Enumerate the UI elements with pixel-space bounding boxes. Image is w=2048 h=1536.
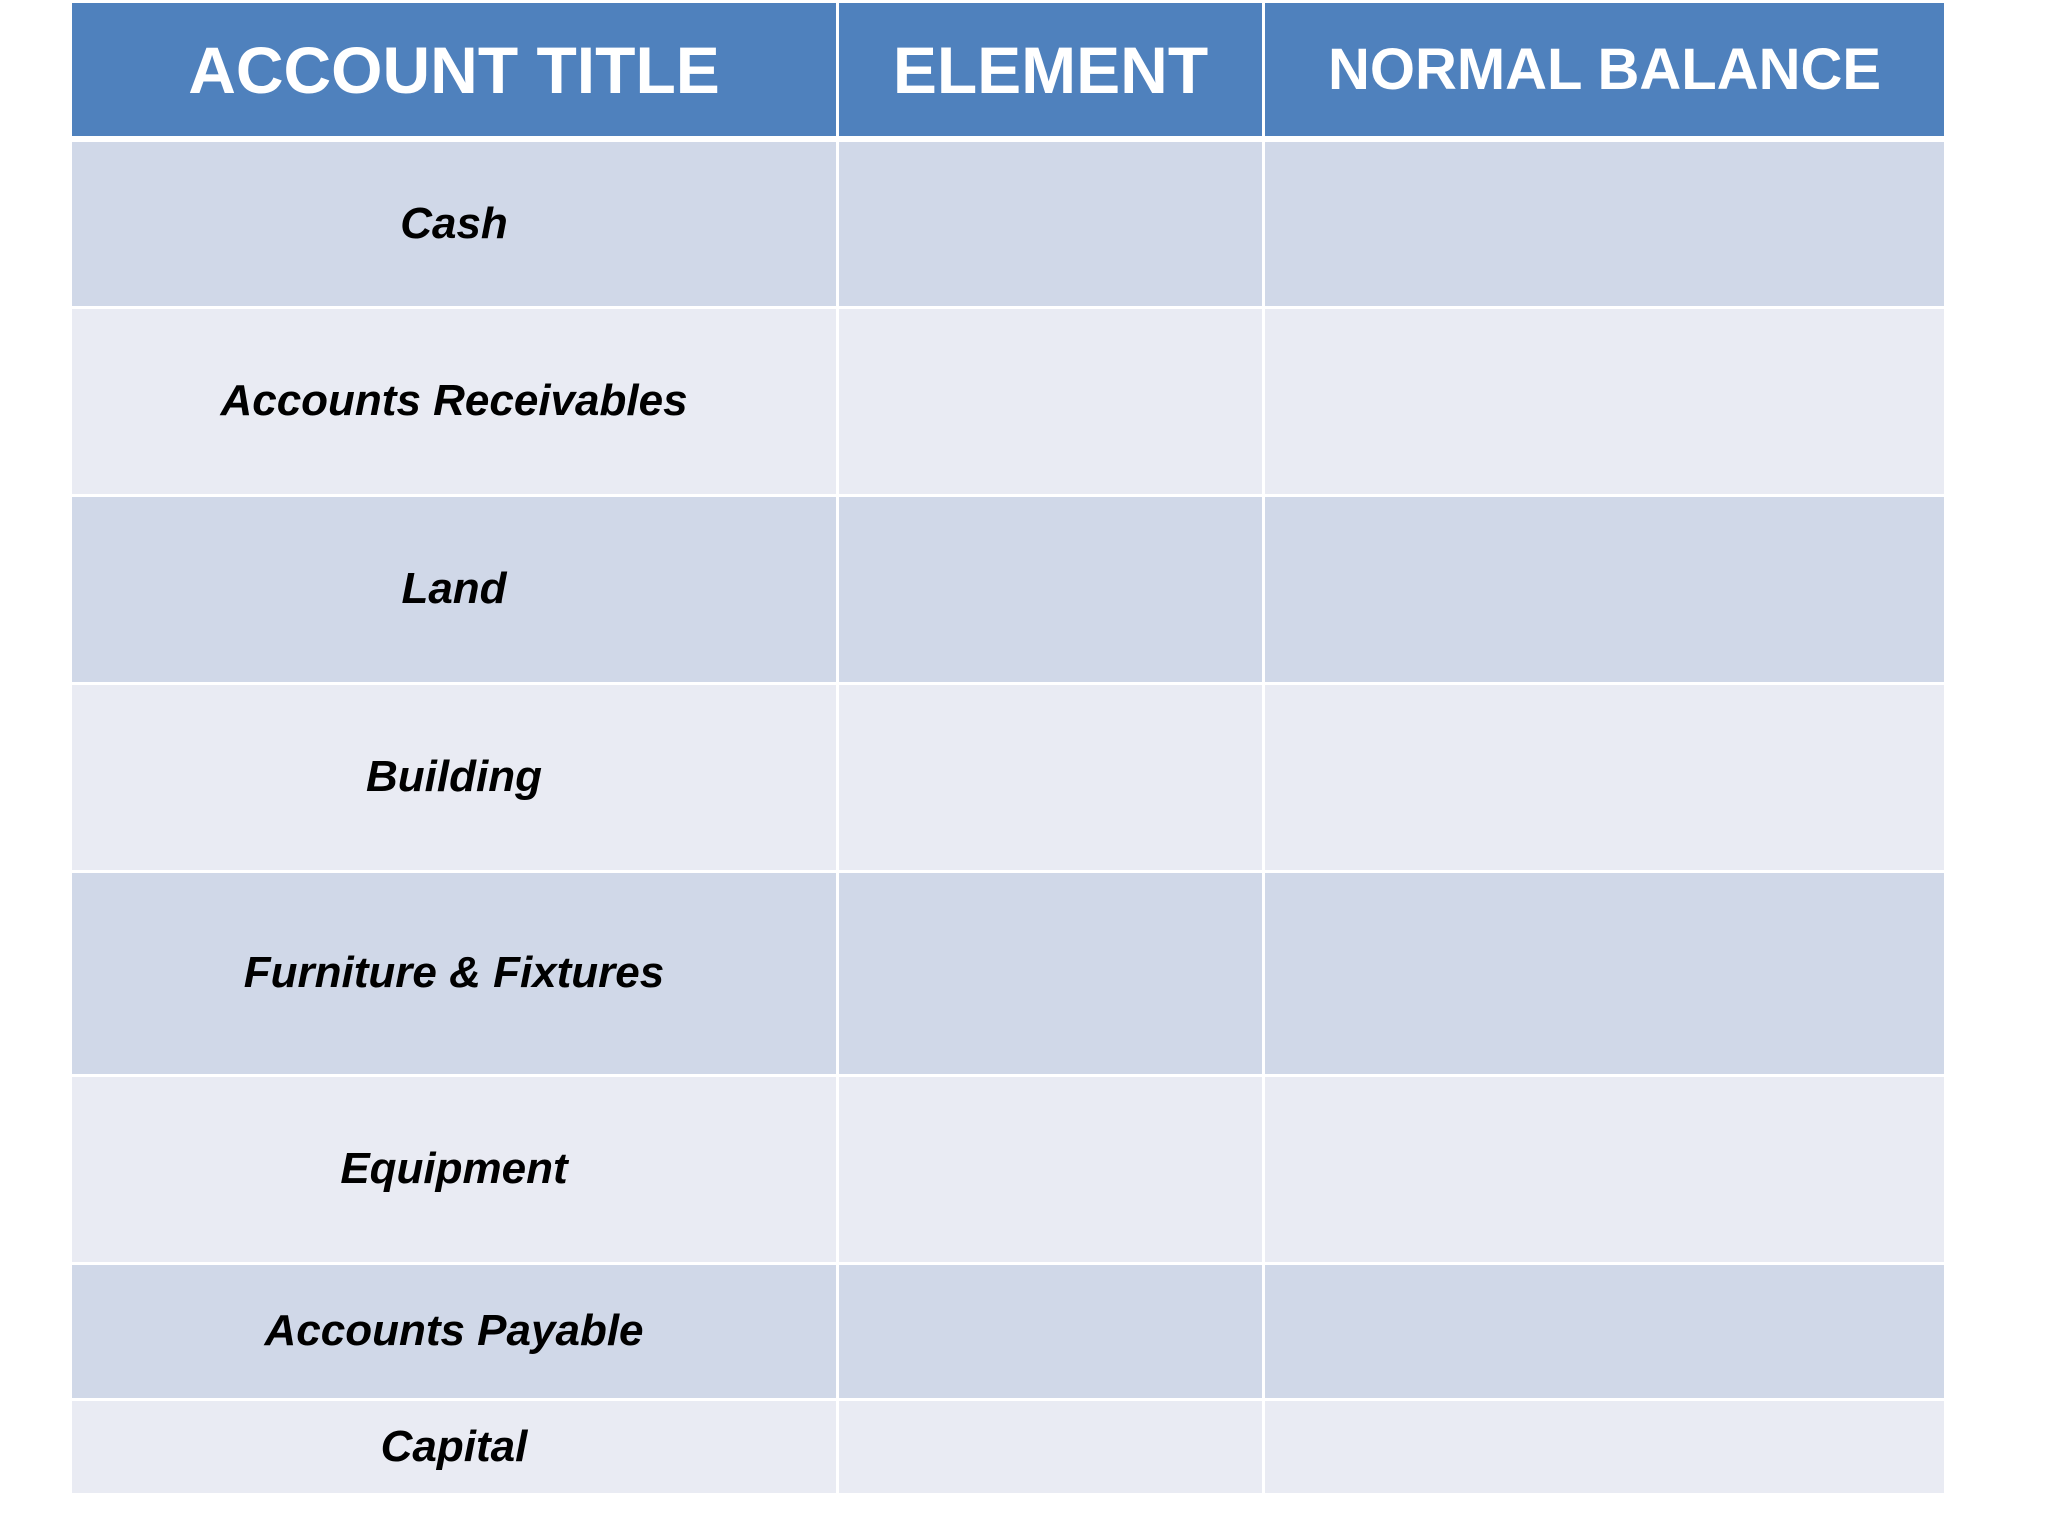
account-cell: Capital [69,1397,839,1496]
header-normal-balance: NORMAL BALANCE [1262,0,1947,141]
table-row: Accounts Payable [69,1261,1947,1401]
table-row: Capital [69,1397,1947,1496]
element-cell [836,1073,1265,1265]
normal-balance-cell [1262,681,1947,873]
normal-balance-cell [1262,136,1947,309]
normal-balance-cell [1262,1397,1947,1496]
normal-balance-cell [1262,305,1947,497]
account-cell: Cash [69,136,839,309]
header-element: ELEMENT [836,0,1265,141]
table-row: Cash [69,136,1947,309]
element-cell [836,493,1265,685]
account-cell: Equipment [69,1073,839,1265]
account-cell: Land [69,493,839,685]
element-cell [836,1261,1265,1401]
table-row: Building [69,681,1947,873]
element-cell [836,1397,1265,1496]
element-cell [836,136,1265,309]
element-cell [836,305,1265,497]
table-row: Equipment [69,1073,1947,1265]
element-cell [836,681,1265,873]
table-row: Accounts Receivables [69,305,1947,497]
account-cell: Accounts Receivables [69,305,839,497]
account-cell: Furniture & Fixtures [69,869,839,1077]
account-cell: Building [69,681,839,873]
header-row: ACCOUNT TITLE ELEMENT NORMAL BALANCE [69,0,1947,141]
header-account-title: ACCOUNT TITLE [69,0,839,141]
normal-balance-cell [1262,869,1947,1077]
normal-balance-cell [1262,1073,1947,1265]
table-row: Land [69,493,1947,685]
normal-balance-cell [1262,1261,1947,1401]
table-row: Furniture & Fixtures [69,869,1947,1077]
accounts-table: ACCOUNT TITLE ELEMENT NORMAL BALANCE Cas… [69,0,1947,1496]
normal-balance-cell [1262,493,1947,685]
element-cell [836,869,1265,1077]
account-cell: Accounts Payable [69,1261,839,1401]
